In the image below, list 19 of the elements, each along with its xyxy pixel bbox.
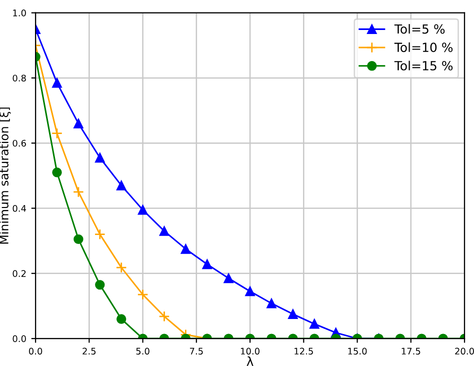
y-tick-label: 0.4 [12,204,26,212]
y-tick-label: 0.6 [12,140,26,147]
x-tick-label: 15.0 [348,348,367,355]
x-tick-label: 20.0 [455,348,474,355]
y-tick-label: 0.2 [12,270,26,277]
x-tick-label: 7.5 [190,348,203,355]
x-tick-label: 2.5 [82,348,96,355]
x-tick-label: 17.5 [402,348,420,355]
x-tick-label: 10.0 [240,348,260,355]
legend-label: Tol=10 % [394,42,453,52]
x-tick-label: 12.5 [294,348,313,355]
legend-label: Tol=15 % [394,60,453,70]
y-tick-label: 0.8 [12,74,26,82]
y-tick-label: 0.0 [12,335,26,342]
y-tick-label: 1.0 [13,10,26,16]
legend-label: Tol=5 % [394,24,445,34]
x-tick-label: 0.0 [28,348,42,355]
x-tick-label: 5.0 [136,348,150,355]
x-axis-title: λ [246,356,254,366]
